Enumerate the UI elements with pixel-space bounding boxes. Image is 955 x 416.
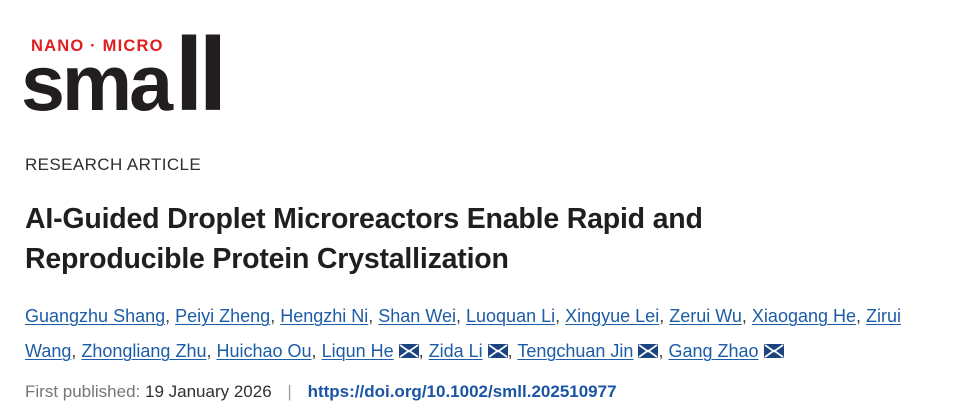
publication-info: First published: 19 January 2026 | https… bbox=[25, 382, 955, 402]
author-separator: , bbox=[368, 306, 379, 326]
author-link[interactable]: Zirui Wang bbox=[25, 306, 902, 361]
author-separator: , bbox=[659, 306, 670, 326]
author-separator: , bbox=[456, 306, 467, 326]
doi-link[interactable]: https://doi.org/10.1002/smll.202510977 bbox=[307, 382, 617, 401]
author-separator: , bbox=[206, 341, 217, 361]
author-link[interactable]: Shan Wei bbox=[378, 306, 456, 326]
author-separator: , bbox=[270, 306, 281, 326]
author-link[interactable]: Liqun He bbox=[321, 341, 394, 361]
author-link[interactable]: Tengchuan Jin bbox=[517, 341, 634, 361]
svg-text:sma ll: sma ll bbox=[21, 18, 222, 122]
author-list: Guangzhu Shang, Peiyi Zheng, Hengzhi Ni,… bbox=[25, 299, 943, 369]
author-separator: , bbox=[741, 306, 752, 326]
email-envelope-icon[interactable] bbox=[638, 344, 659, 358]
article-title-line1: AI-Guided Droplet Microreactors Enable R… bbox=[25, 203, 703, 235]
article-title-line2: Reproducible Protein Crystallization bbox=[25, 243, 509, 275]
email-envelope-icon[interactable] bbox=[487, 344, 508, 358]
author-link[interactable]: Guangzhu Shang bbox=[25, 306, 166, 326]
pipe-separator: | bbox=[287, 382, 292, 401]
author-link[interactable]: Peiyi Zheng bbox=[175, 306, 271, 326]
author-separator: , bbox=[165, 306, 176, 326]
first-published-date: 19 January 2026 bbox=[145, 382, 272, 401]
author-link[interactable]: Zhongliang Zhu bbox=[81, 341, 207, 361]
author-separator: , bbox=[311, 341, 322, 361]
author-link[interactable]: Gang Zhao bbox=[668, 341, 759, 361]
author-separator: , bbox=[71, 341, 82, 361]
first-published-label: First published: bbox=[25, 382, 141, 401]
author-link[interactable]: Luoquan Li bbox=[466, 306, 556, 326]
author-link[interactable]: Xiaogang He bbox=[751, 306, 857, 326]
journal-logo-tagline: NANO · MICRO bbox=[31, 37, 164, 55]
author-separator: , bbox=[658, 341, 669, 361]
journal-logo-word: sma ll bbox=[21, 18, 227, 122]
article-title: AI-Guided Droplet Microreactors Enable R… bbox=[25, 199, 955, 279]
author-separator: , bbox=[418, 341, 429, 361]
author-link[interactable]: Huichao Ou bbox=[216, 341, 312, 361]
email-envelope-icon[interactable] bbox=[398, 344, 419, 358]
article-type-label: RESEARCH ARTICLE bbox=[25, 155, 202, 174]
author-separator: , bbox=[555, 306, 566, 326]
author-link[interactable]: Hengzhi Ni bbox=[280, 306, 369, 326]
author-link[interactable]: Zerui Wu bbox=[669, 306, 742, 326]
author-link[interactable]: Xingyue Lei bbox=[565, 306, 660, 326]
email-envelope-icon[interactable] bbox=[763, 344, 784, 358]
author-link[interactable]: Zida Li bbox=[428, 341, 483, 361]
author-separator: , bbox=[856, 306, 867, 326]
journal-logo[interactable]: sma ll NANO · MICRO bbox=[21, 18, 275, 122]
author-separator: , bbox=[507, 341, 518, 361]
